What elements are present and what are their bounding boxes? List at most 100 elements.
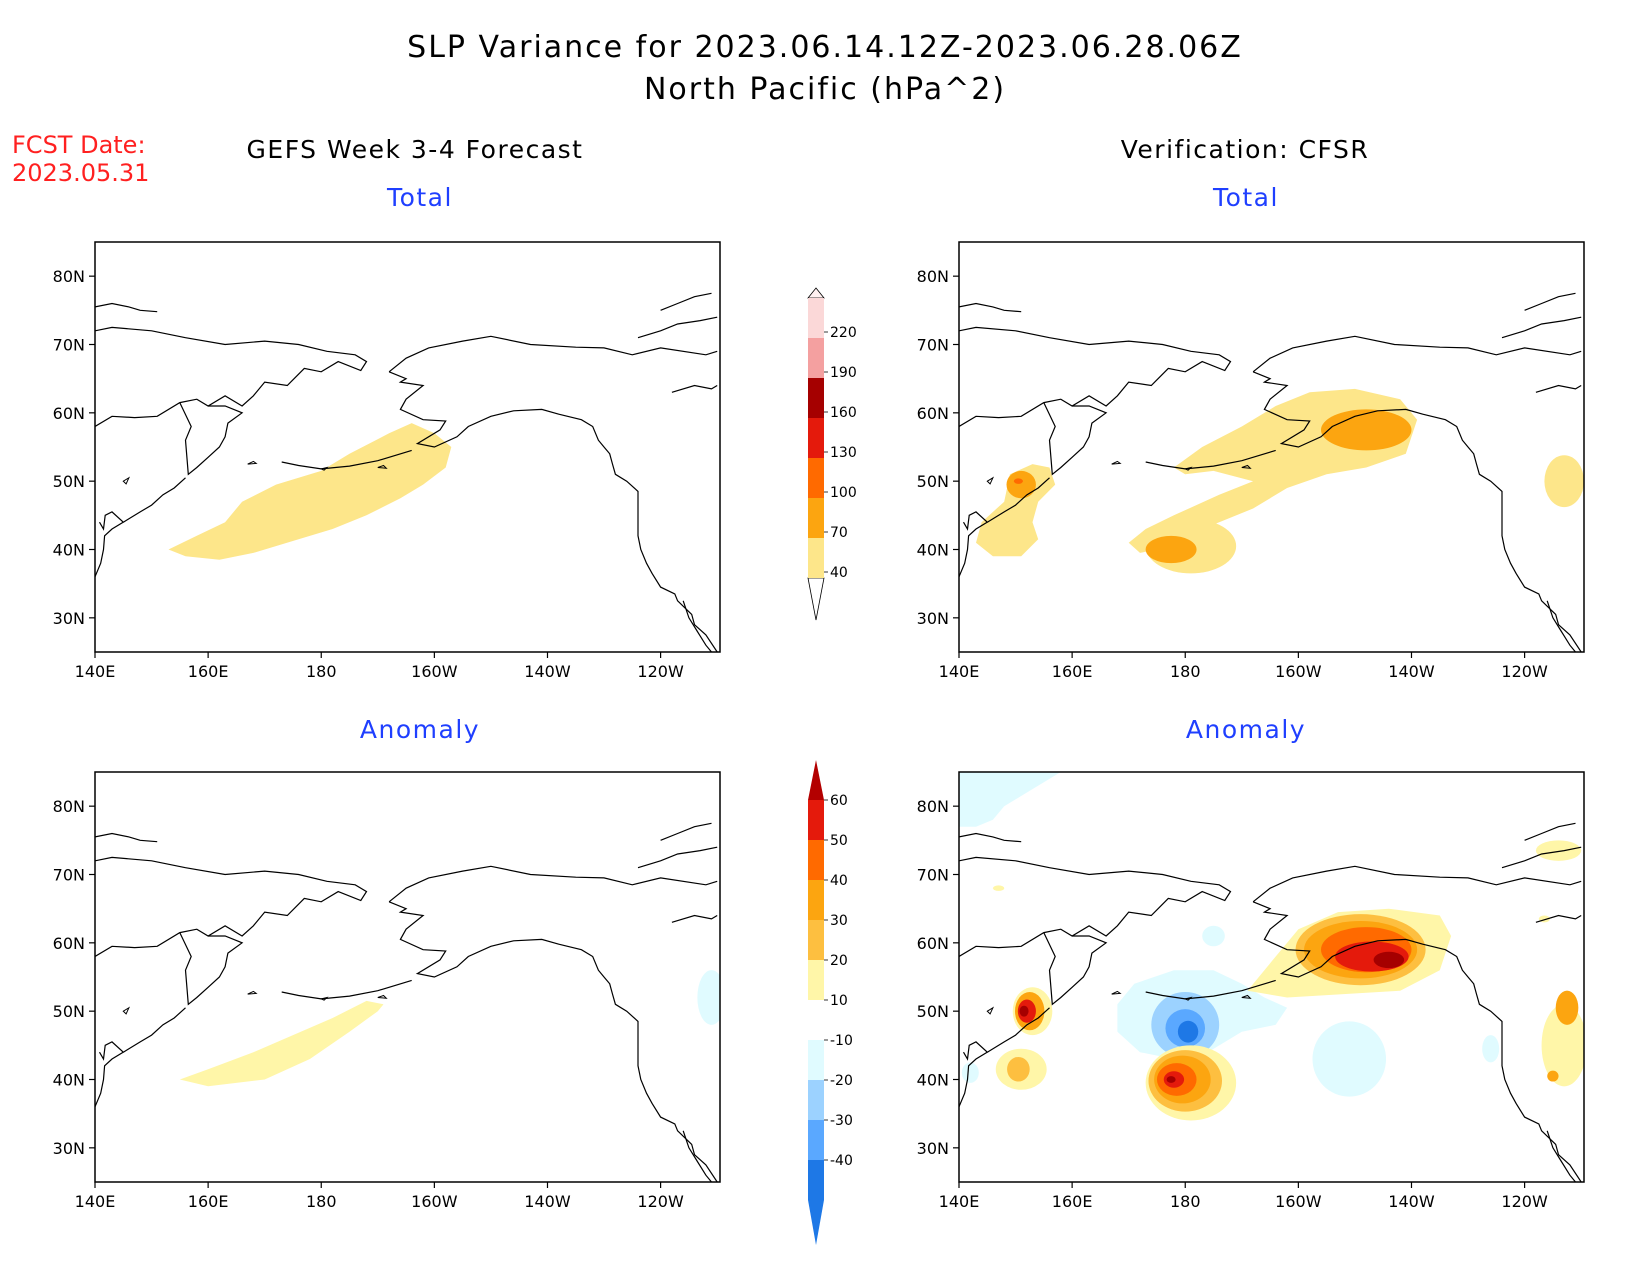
verification-anomaly-neg10-bering: [1202, 925, 1225, 947]
verification-anomaly-neg10-japan: [961, 1062, 979, 1083]
anomaly-colorbar-label: -40: [830, 1153, 853, 1169]
anomaly-colorbar-box: [808, 1120, 824, 1160]
total-colorbar-box: [808, 298, 824, 338]
verification-anomaly-coast-alaskaW: [1252, 901, 1582, 1182]
total-colorbar-box: [808, 418, 824, 458]
forecast-anomaly-island-2: [247, 990, 258, 995]
forecast-total-title: Total: [387, 183, 453, 212]
forecast-total-island-3: [122, 476, 131, 485]
forecast-anomaly-coast-kuril: [122, 1007, 186, 1053]
verification-anomaly-pos10-arctic: [1535, 840, 1582, 861]
forecast-anomaly-island-1: [319, 996, 329, 1001]
forecast-anomaly-lat-label: 50N: [53, 1002, 85, 1021]
verification-total-lon-label: 120W: [1501, 662, 1548, 681]
total-colorbar-box: [808, 378, 824, 418]
forecast-total-coast-japan: [95, 511, 125, 578]
verification-anomaly-lat-label: 40N: [917, 1071, 949, 1090]
verification-total-lon-label: 180: [1170, 662, 1201, 681]
verification-anomaly-pos30-east2: [1547, 1070, 1559, 1082]
verification-anomaly-lon-label: 160E: [1052, 1192, 1093, 1211]
total-colorbar: 40 70 100 130 160 190 220: [807, 287, 857, 621]
anomaly-colorbar-box: [808, 1040, 824, 1080]
verification-anomaly-island-1: [1183, 996, 1193, 1001]
verification-anomaly-lat-label: 60N: [917, 934, 949, 953]
verification-anomaly-coast-aleut: [1145, 979, 1276, 1000]
forecast-total-lon-label: 160W: [411, 662, 458, 681]
verification-total-coast-aleut: [1145, 449, 1276, 470]
forecast-anomaly-title: Anomaly: [359, 715, 481, 744]
forecast-total-lon-label: 160E: [188, 662, 229, 681]
forecast-total-coast-alaskaW: [388, 371, 718, 652]
verification-anomaly-lon-label: 140E: [939, 1192, 980, 1211]
forecast-anomaly-island-0: [377, 994, 388, 999]
verification-total-lon-label: 140W: [1388, 662, 1435, 681]
anomaly-colorbar-label: 50: [830, 833, 848, 849]
verification-total-island-0: [1241, 464, 1252, 469]
forecast-anomaly-lon-label: 160E: [188, 1192, 229, 1211]
verification-anomaly-neg10-arctic: [959, 772, 1061, 827]
verification-anomaly-lat-label: 70N: [917, 866, 949, 885]
verification-total-frame: [958, 241, 1585, 653]
forecast-anomaly-coast-baffin: [671, 914, 718, 923]
verification-anomaly-pos10-siberia: [992, 885, 1005, 891]
total-colorbar-label: 220: [830, 325, 857, 341]
verification-anomaly-coast-kuril: [986, 1007, 1050, 1053]
verification-total-lon-label: 160W: [1275, 662, 1322, 681]
forecast-anomaly-shade-10: [179, 1000, 384, 1087]
verification-total-island-3: [986, 476, 995, 485]
verification-total-shade-70-gulf: [1320, 409, 1412, 451]
total-colorbar-label: 100: [830, 485, 857, 501]
anomaly-colorbar-label: 40: [830, 873, 848, 889]
verification-total-coast-kamchatka: [1043, 402, 1108, 476]
verification-anomaly-neg10-central: [1312, 1021, 1387, 1097]
anomaly-colorbar-tip-top: [808, 760, 824, 800]
forecast-anomaly-frame: [94, 771, 721, 1183]
verification-total-lat-label: 70N: [917, 336, 949, 355]
verification-total-lon-label: 140E: [939, 662, 980, 681]
forecast-total-lat-label: 70N: [53, 336, 85, 355]
anomaly-colorbar-label: -30: [830, 1113, 853, 1129]
forecast-anomaly-coast-alaska: [388, 865, 718, 903]
forecast-total-island-0: [377, 464, 388, 469]
anomaly-colorbar-box: [808, 1160, 824, 1200]
fcst-date: 2023.05.31: [12, 159, 150, 187]
verification-anomaly-lon-label: 140W: [1388, 1192, 1435, 1211]
verification-anomaly-coast-arcticE2: [1501, 846, 1582, 869]
total-colorbar-tip-bottom: [807, 577, 825, 621]
verification-anomaly-coast-alaska: [1252, 865, 1582, 903]
verification-total-coast-baffin: [1535, 384, 1582, 393]
verification-total-shade-70-west: [1006, 470, 1036, 499]
forecast-anomaly-lon-label: 160W: [411, 1192, 458, 1211]
verification-total-shade-70-south: [1145, 535, 1197, 564]
forecast-total-coast-arcticE: [660, 292, 712, 311]
total-colorbar-box: [808, 338, 824, 378]
forecast-anomaly-coast-aleut: [281, 979, 412, 1000]
total-colorbar-label: 190: [830, 365, 857, 381]
forecast-total-lon-label: 120W: [637, 662, 684, 681]
forecast-total-lat-label: 60N: [53, 404, 85, 423]
verification-total-coast-kuril: [986, 477, 1050, 523]
forecast-anomaly-map: [95, 822, 720, 1182]
forecast-anomaly-coast-japan: [95, 1041, 125, 1108]
anomaly-colorbar-box: [808, 1080, 824, 1120]
forecast-anomaly-coast-alaskaW: [388, 901, 718, 1182]
forecast-total-frame: [94, 241, 721, 653]
verification-anomaly-island-3: [986, 1006, 995, 1015]
fcst-label: FCST Date:: [12, 131, 146, 159]
verification-total-coast-arcticE: [1524, 292, 1576, 311]
verification-anomaly-pos60-west: [1019, 1005, 1029, 1017]
verification-anomaly-pos10-east: [1541, 1004, 1584, 1087]
anomaly-colorbar-label: -20: [830, 1073, 853, 1089]
forecast-total-lat-label: 50N: [53, 472, 85, 491]
verification-anomaly-coast-arctic: [959, 832, 1022, 843]
main-title: SLP Variance for 2023.06.14.12Z-2023.06.…: [407, 30, 1243, 65]
forecast-total-island-1: [319, 466, 329, 471]
verification-total-coast-japan: [959, 511, 989, 578]
forecast-total-coast-asia: [95, 326, 368, 428]
anomaly-colorbar-label: 30: [830, 913, 848, 929]
forecast-anomaly-lat-label: 40N: [53, 1071, 85, 1090]
verification-total-coast-arcticE2: [1501, 316, 1582, 339]
verification-anomaly-lon-label: 160W: [1275, 1192, 1322, 1211]
forecast-total-coast-alaska: [388, 335, 718, 373]
